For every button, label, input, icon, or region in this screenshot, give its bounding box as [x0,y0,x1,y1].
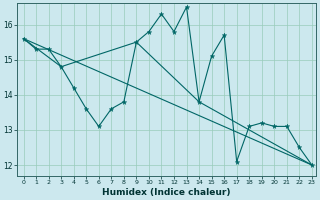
X-axis label: Humidex (Indice chaleur): Humidex (Indice chaleur) [102,188,231,197]
